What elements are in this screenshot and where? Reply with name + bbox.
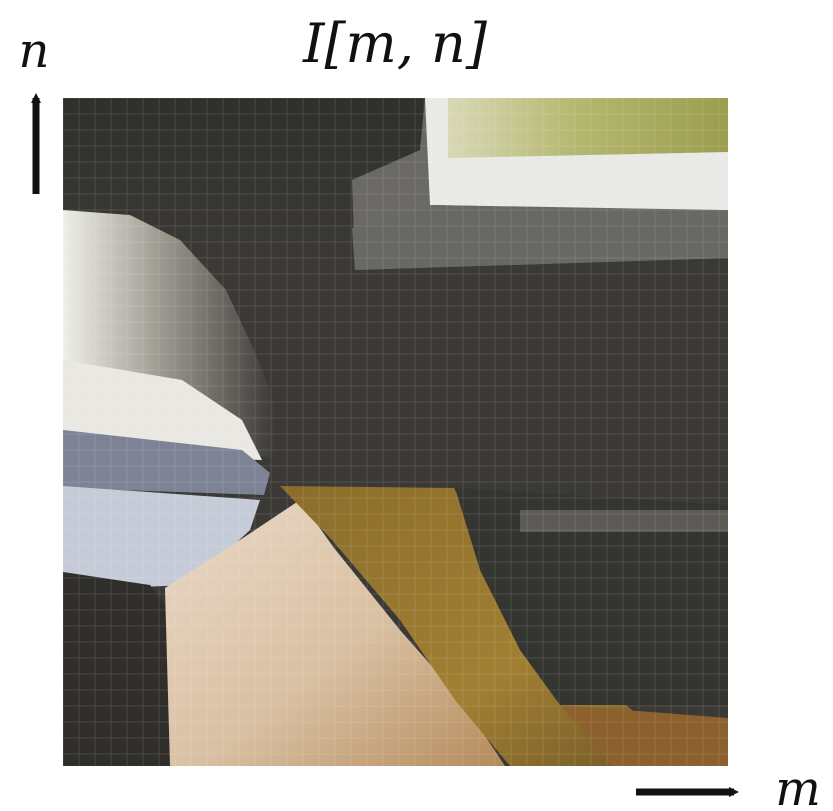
image-title: I[m, n] bbox=[302, 12, 488, 75]
vertical-axis-label: n bbox=[19, 23, 50, 79]
horizontal-axis-label: m bbox=[775, 761, 821, 811]
pixel-image bbox=[62, 97, 728, 766]
